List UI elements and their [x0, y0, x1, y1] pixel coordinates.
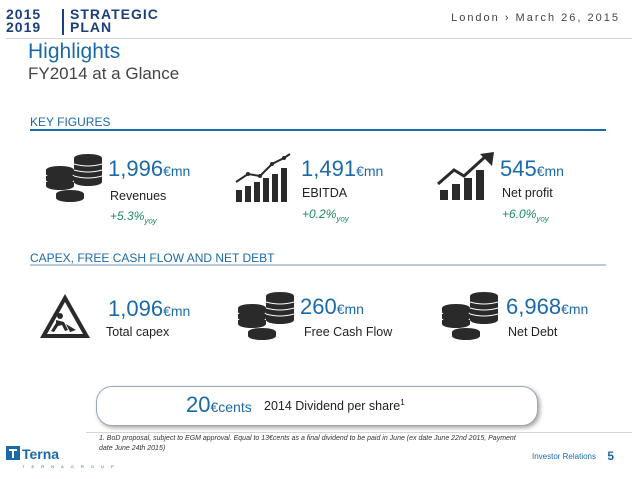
dividend-box: [96, 386, 538, 426]
bar-growth-line-icon: [235, 153, 291, 202]
page-number: 5: [607, 449, 614, 463]
section-divider: [30, 129, 606, 131]
logo-year-top: 2015: [6, 6, 42, 22]
dividend-value: 20€cents: [186, 392, 252, 418]
capex-label: Total capex: [106, 325, 170, 339]
net-profit-value: 545€mn: [500, 156, 564, 182]
dividend-number: 20: [186, 392, 211, 417]
coins-stack-icon: [46, 154, 103, 202]
footnote: 1. BoD proposal, subject to EGM approval…: [99, 435, 516, 452]
coins-stack-icon: [442, 292, 499, 340]
dividend-footnote-ref: 1: [400, 398, 405, 407]
dividend-label: 2014 Dividend per share1: [264, 398, 405, 413]
bar-arrow-up-icon: [437, 152, 494, 200]
revenues-growth: +5.3%yoy: [110, 209, 157, 225]
company-logo-text: Terna: [22, 446, 60, 462]
ebitda-growth-suffix: yoy: [336, 214, 349, 224]
footer-section-label: Investor Relations: [531, 452, 596, 461]
company-logo-subtext: T E R N A G R O U P: [22, 464, 117, 469]
header-divider: [6, 38, 632, 39]
net-debt-label: Net Debt: [508, 325, 558, 339]
ebitda-number: 1,491: [301, 156, 357, 181]
net-profit-label: Net profit: [502, 186, 553, 200]
ebitda-label: EBITDA: [302, 186, 348, 200]
dividend-unit: €cents: [210, 399, 252, 415]
ebitda-growth-value: +0.2%: [302, 207, 337, 221]
net-debt-number: 6,968: [506, 294, 562, 319]
ebitda-growth: +0.2%yoy: [302, 207, 349, 223]
free-cash-flow-value: 260€mn: [300, 294, 364, 320]
revenues-growth-suffix: yoy: [144, 216, 157, 226]
logo-separator: [62, 9, 64, 35]
net-debt-unit: €mn: [561, 301, 589, 317]
capex-value: 1,096€mn: [108, 296, 190, 322]
net-profit-growth-value: +6.0%: [502, 207, 537, 221]
net-profit-number: 545: [500, 156, 537, 181]
construction-sign-icon: [40, 294, 90, 338]
net-profit-unit: €mn: [536, 163, 564, 179]
net-profit-growth: +6.0%yoy: [502, 207, 549, 223]
section-divider: [30, 264, 606, 266]
logo-words: STRATEGIC PLAN: [70, 6, 159, 35]
capex-unit: €mn: [163, 303, 191, 319]
free-cash-flow-unit: €mn: [336, 301, 364, 317]
logo-years: 2015 2019: [6, 6, 42, 35]
section-heading-key-figures: KEY FIGURES: [30, 115, 111, 129]
dividend-label-text: 2014 Dividend per share: [264, 399, 401, 414]
terna-logo-mark-icon: [6, 446, 20, 460]
logo-year-bottom: 2019: [6, 19, 42, 35]
coins-stack-icon: [238, 292, 295, 340]
free-cash-flow-number: 260: [300, 294, 337, 319]
page-subtitle: FY2014 at a Glance: [28, 64, 180, 83]
page-title: Highlights: [28, 40, 121, 63]
section-heading-capex: CAPEX, FREE CASH FLOW AND NET DEBT: [30, 251, 275, 265]
revenues-value: 1,996€mn: [108, 156, 190, 182]
footer-divider: [86, 432, 632, 433]
capex-number: 1,096: [108, 296, 164, 321]
logo-word-top: STRATEGIC: [70, 6, 159, 22]
revenues-label: Revenues: [110, 189, 167, 203]
free-cash-flow-label: Free Cash Flow: [304, 325, 393, 339]
revenues-growth-value: +5.3%: [110, 209, 145, 223]
ebitda-unit: €mn: [356, 163, 384, 179]
revenues-number: 1,996: [108, 156, 164, 181]
header-date: London › March 26, 2015: [451, 12, 620, 24]
net-debt-value: 6,968€mn: [506, 294, 588, 320]
ebitda-value: 1,491€mn: [301, 156, 383, 182]
logo-word-bottom: PLAN: [70, 19, 113, 35]
net-profit-growth-suffix: yoy: [536, 214, 549, 224]
revenues-unit: €mn: [163, 163, 191, 179]
